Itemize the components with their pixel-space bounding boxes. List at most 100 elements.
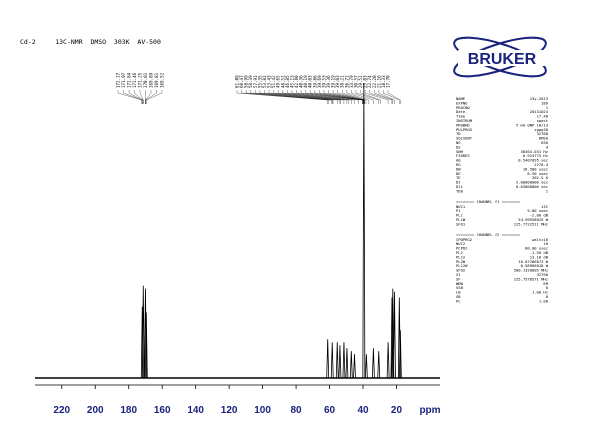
peak-label-leader bbox=[117, 90, 142, 104]
peak-label: 55.35 bbox=[257, 75, 262, 88]
param-name: NUC2 bbox=[456, 241, 465, 246]
param-value: 189 bbox=[541, 100, 549, 105]
param-value: 0.5407095 sec bbox=[518, 158, 548, 163]
peak-label: 18.33 bbox=[381, 75, 386, 88]
peak-label: 25.03 bbox=[363, 75, 368, 88]
peak-label-leader bbox=[305, 90, 363, 104]
param-value: 1.00 Hz bbox=[532, 290, 548, 295]
peak-label: 171.97 bbox=[121, 72, 126, 88]
peak bbox=[386, 342, 390, 379]
peak-label-leader bbox=[323, 90, 364, 104]
peak-label: 170.01 bbox=[143, 72, 148, 88]
peak-label-leader bbox=[134, 90, 144, 104]
peak bbox=[342, 342, 346, 379]
param-value: 0.58966018 W bbox=[521, 263, 549, 268]
peak-label: 40.19 bbox=[303, 75, 308, 88]
peak bbox=[345, 348, 349, 379]
peak bbox=[353, 354, 356, 379]
param-value: -2.00 dB bbox=[530, 213, 549, 218]
parameter-block: NAME 13y-2013 EXPNO 189 PROCNO 1 Date_ 20131024… bbox=[456, 96, 549, 303]
peak bbox=[140, 306, 144, 379]
param-name: SFO2 bbox=[456, 268, 465, 273]
peak-label: 51.42 bbox=[271, 75, 276, 88]
bruker-logo: BRUKER bbox=[453, 36, 547, 78]
param-name: SOLVENT bbox=[456, 136, 473, 141]
param-value: 54.99558029 W bbox=[518, 217, 548, 222]
peak-label: 29.51 bbox=[358, 75, 363, 88]
peak-label: 53.43 bbox=[267, 75, 272, 88]
param-value: 0.03000000 sec bbox=[516, 184, 548, 189]
param-value: -1.50 dB bbox=[530, 250, 549, 255]
x-tick-label: 200 bbox=[87, 405, 104, 416]
param-name: NUC1 bbox=[456, 204, 466, 209]
param-value: 1 bbox=[546, 188, 549, 193]
peak-label-leader bbox=[346, 90, 369, 104]
peak-label: 171.84 bbox=[127, 72, 132, 88]
param-value: 32768 bbox=[537, 131, 549, 136]
param-value: 16.07286873 W bbox=[518, 259, 548, 264]
peak-label-leader bbox=[355, 90, 379, 104]
peak-label-leader bbox=[250, 90, 333, 104]
peak-label-leader bbox=[332, 90, 365, 104]
peak-label-leader bbox=[319, 90, 364, 104]
param-name: PL12 bbox=[456, 254, 465, 259]
peak-label-leader bbox=[268, 90, 341, 104]
param-name: NS bbox=[456, 140, 461, 145]
param-name: PL2 bbox=[456, 250, 463, 255]
peak-label: 39.03 bbox=[335, 75, 340, 88]
x-tick-label: 100 bbox=[254, 405, 271, 416]
peak-label: 39.69 bbox=[317, 75, 322, 88]
peak-label-leader bbox=[387, 90, 401, 104]
param-value: 13C bbox=[541, 204, 548, 209]
peak-label: 169.89 bbox=[149, 72, 154, 88]
peak-label: 169.81 bbox=[154, 72, 159, 88]
peak-label: 46.85 bbox=[285, 75, 290, 88]
peak-label-leader bbox=[259, 90, 338, 104]
param-name: SWH bbox=[456, 149, 464, 154]
param-name: SSB bbox=[456, 285, 464, 290]
peak-label-leader bbox=[310, 90, 364, 104]
peak-label-leader bbox=[328, 90, 365, 104]
x-tick-label: 60 bbox=[324, 405, 336, 416]
param-value: 125.7578571 MHz bbox=[514, 276, 548, 281]
param-value: 5 mm QNP 1H/13 bbox=[516, 122, 548, 127]
param-value: 32768 bbox=[537, 272, 549, 277]
peak-label: 38.21 bbox=[340, 75, 345, 88]
param-value: 6.50 usec bbox=[527, 171, 548, 176]
param-name: LB bbox=[456, 290, 461, 295]
peak-label: 40.03 bbox=[308, 75, 313, 88]
peak-label-leader bbox=[246, 90, 332, 104]
peak bbox=[393, 291, 396, 379]
peak bbox=[144, 312, 148, 379]
peak-label: 171.25 bbox=[138, 72, 143, 88]
peak bbox=[371, 348, 375, 379]
peak-label: 172.17 bbox=[116, 72, 121, 88]
peak-label-leader bbox=[146, 90, 163, 104]
param-name: D11 bbox=[456, 184, 464, 189]
x-tick-label: 180 bbox=[120, 405, 137, 416]
peak-label-leader bbox=[296, 90, 359, 104]
param-value: 4 bbox=[546, 144, 549, 149]
param-name: AQ bbox=[456, 158, 461, 163]
peak-label-leader bbox=[364, 90, 389, 104]
header-title: Cd-2 13C-NMR DMSO 303K AV-500 bbox=[20, 38, 161, 46]
param-name: PL1 bbox=[456, 213, 464, 218]
param-name: PC bbox=[456, 298, 461, 303]
x-tick-label: 120 bbox=[221, 405, 238, 416]
x-tick-label: 140 bbox=[187, 405, 204, 416]
peak-label: 58.39 bbox=[248, 75, 253, 88]
param-name: DW bbox=[456, 166, 461, 171]
peak-label-leader bbox=[139, 90, 144, 104]
param-value: zgpg30 bbox=[534, 127, 548, 132]
peak-label: 21.16 bbox=[376, 75, 381, 88]
param-name: TD bbox=[456, 131, 461, 136]
param-name: WDW bbox=[456, 281, 464, 286]
peak-label: 45.13 bbox=[289, 75, 294, 88]
peak-label: 17.70 bbox=[386, 75, 391, 88]
peak-label: 39.86 bbox=[312, 75, 317, 88]
param-value: 0 bbox=[546, 294, 549, 299]
param-name: PL1W bbox=[456, 217, 466, 222]
peak-label-leader bbox=[264, 90, 341, 104]
param-value: 2270.4 bbox=[534, 162, 548, 167]
